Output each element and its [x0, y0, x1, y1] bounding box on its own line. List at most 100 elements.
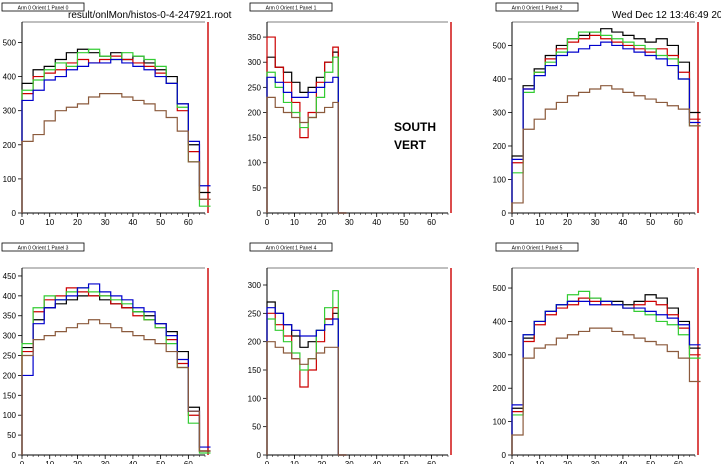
histogram-blue: [21, 283, 211, 455]
histogram-blue: [511, 41, 701, 213]
x-tick-label: 60: [184, 460, 193, 464]
x-tick-label: 0: [510, 218, 515, 227]
x-tick-label: 50: [156, 460, 165, 464]
y-tick-label: 100: [248, 159, 262, 168]
y-tick-label: 200: [3, 141, 17, 150]
x-tick-label: 10: [45, 460, 54, 464]
filename-label: result/onlMon/histos-0-4-247921.root: [68, 10, 232, 21]
x-tick-label: 10: [290, 460, 299, 464]
y-tick-label: 200: [493, 142, 507, 151]
y-tick-label: 200: [3, 371, 17, 380]
annotation-line1: SOUTH: [394, 120, 436, 134]
y-tick-label: 300: [3, 332, 17, 341]
x-tick-label: 40: [128, 460, 137, 464]
y-tick-label: 50: [252, 423, 261, 432]
y-tick-label: 150: [248, 366, 262, 375]
y-tick-label: 0: [257, 451, 262, 460]
x-tick-label: 40: [128, 218, 137, 227]
y-tick-label: 300: [248, 58, 262, 67]
y-tick-label: 100: [3, 411, 17, 420]
panel-title: Arm 0 Orient 1 Panel 2: [512, 6, 563, 12]
histogram-brown: [21, 93, 211, 213]
y-tick-label: 500: [493, 284, 507, 293]
histogram-brown: [266, 96, 347, 214]
histogram-brown: [266, 341, 347, 456]
histogram-blue: [266, 76, 347, 214]
histogram-green: [21, 287, 211, 455]
panel-title: Arm 0 Orient 1 Panel 5: [512, 246, 563, 252]
x-tick-label: 60: [674, 460, 683, 464]
y-tick-label: 50: [7, 431, 16, 440]
y-tick-label: 100: [493, 418, 507, 427]
y-tick-label: 500: [493, 41, 507, 50]
histogram-black: [21, 295, 211, 455]
y-tick-label: 200: [493, 384, 507, 393]
y-tick-label: 100: [248, 394, 262, 403]
x-tick-label: 50: [646, 218, 655, 227]
y-tick-label: 0: [257, 209, 262, 218]
histogram-blue: [266, 307, 347, 456]
histogram-red: [266, 307, 347, 456]
y-tick-label: 100: [493, 175, 507, 184]
y-tick-label: 0: [502, 451, 507, 460]
histogram-green: [266, 56, 347, 214]
panel-title-tab: [1, 242, 85, 252]
x-tick-label: 30: [591, 460, 600, 464]
histogram-red: [266, 36, 347, 214]
x-tick-label: 20: [563, 218, 572, 227]
y-tick-label: 350: [248, 33, 262, 42]
histogram-red: [511, 34, 701, 213]
x-tick-label: 10: [535, 218, 544, 227]
x-tick-label: 30: [345, 218, 354, 227]
panel-title-tab: [495, 2, 579, 12]
y-tick-label: 500: [3, 38, 17, 47]
histogram-brown: [511, 85, 701, 213]
panel-title: Arm 0 Orient 1 Panel 3: [18, 246, 69, 252]
histogram-brown: [21, 319, 211, 455]
x-tick-label: 50: [400, 218, 409, 227]
panel-title: Arm 0 Orient 1 Panel 4: [266, 246, 317, 252]
x-tick-label: 0: [265, 218, 270, 227]
histogram-green: [511, 290, 701, 455]
x-tick-label: 50: [400, 460, 409, 464]
y-tick-label: 0: [502, 209, 507, 218]
x-tick-label: 20: [73, 460, 82, 464]
y-tick-label: 100: [3, 175, 17, 184]
x-tick-label: 30: [101, 460, 110, 464]
y-tick-label: 0: [12, 209, 17, 218]
x-tick-label: 50: [646, 460, 655, 464]
x-tick-label: 10: [45, 218, 54, 227]
y-tick-label: 400: [3, 292, 17, 301]
y-tick-label: 300: [493, 351, 507, 360]
annotation-line2: VERT: [394, 138, 427, 152]
panel-title-tab: [249, 2, 333, 12]
timestamp-label: Wed Dec 12 13:46:49 2007: [612, 10, 721, 21]
y-tick-label: 50: [252, 184, 261, 193]
x-tick-label: 30: [101, 218, 110, 227]
y-tick-label: 200: [248, 108, 262, 117]
x-tick-label: 10: [535, 460, 544, 464]
x-tick-label: 0: [20, 218, 25, 227]
x-tick-label: 20: [317, 218, 326, 227]
y-tick-label: 450: [3, 272, 17, 281]
y-tick-label: 250: [248, 83, 262, 92]
y-tick-label: 250: [3, 352, 17, 361]
x-tick-label: 0: [20, 460, 25, 464]
histogram-blue: [21, 58, 211, 213]
histogram-black: [511, 294, 701, 455]
x-tick-label: 30: [345, 460, 354, 464]
histogram-black: [511, 28, 701, 213]
histogram-black: [266, 51, 347, 214]
x-tick-label: 60: [427, 218, 436, 227]
y-tick-label: 400: [493, 75, 507, 84]
x-tick-label: 40: [618, 218, 627, 227]
x-tick-label: 0: [265, 460, 270, 464]
y-tick-label: 150: [248, 134, 262, 143]
panel-title: Arm 0 Orient 1 Panel 1: [266, 6, 317, 12]
y-tick-label: 300: [493, 108, 507, 117]
x-tick-label: 40: [372, 218, 381, 227]
panel-title-tab: [249, 242, 333, 252]
y-tick-label: 0: [12, 451, 17, 460]
y-tick-label: 400: [493, 317, 507, 326]
y-tick-label: 200: [248, 338, 262, 347]
